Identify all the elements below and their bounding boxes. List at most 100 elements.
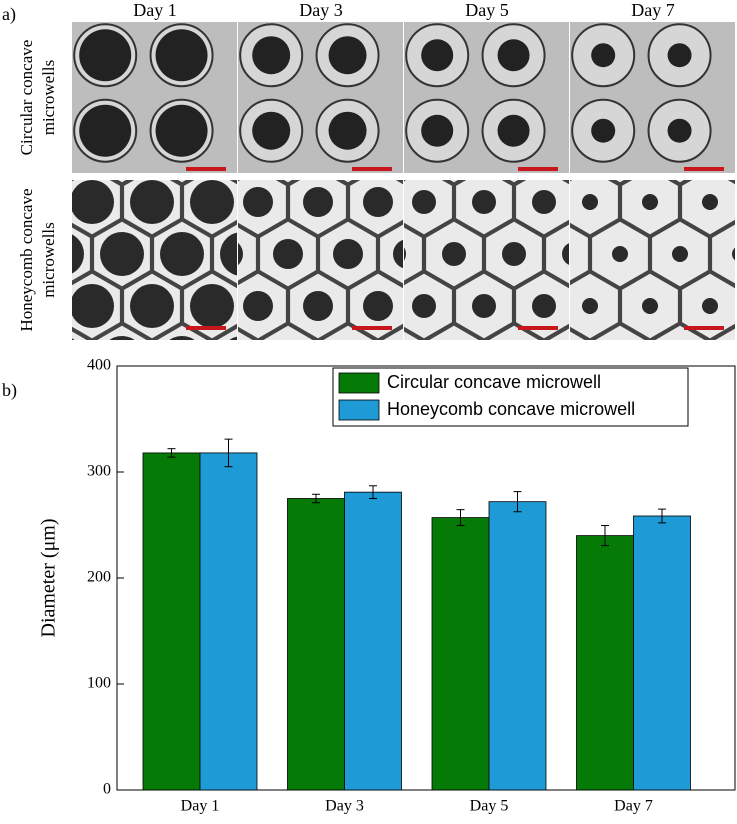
hex-well [377,325,403,340]
spheroid [79,29,132,82]
legend-box [332,367,689,427]
panel-label: b) [2,380,17,401]
spheroid [421,39,454,72]
spheroid [472,294,496,318]
error-bar [456,509,465,527]
micrograph [404,180,569,340]
bar [142,452,201,791]
spheroid [72,234,84,274]
column-header: Day 1 [133,0,177,20]
legend-swatch [338,372,380,394]
hex-well [570,328,591,340]
hex-well [238,328,259,340]
spheroid [130,180,174,224]
column-header: Day 7 [631,0,675,20]
panel-label: a) [2,4,16,25]
error-bar [658,508,666,524]
spheroid [582,194,598,210]
hex-well [709,221,735,287]
hex-well [483,322,545,340]
scale-bar [684,167,724,171]
spheroid [273,343,303,373]
hex-well [589,322,651,340]
hex-well [91,322,153,340]
spheroid [732,247,735,261]
row-label: Honeycomb concave [17,188,36,331]
spheroid [328,111,367,150]
spheroid [303,187,333,217]
spheroid [130,284,174,328]
spheroid [667,43,692,68]
spheroid [229,336,237,340]
spheroid [243,187,273,217]
spheroid [280,336,324,380]
x-tick-label: Day 3 [325,798,364,815]
spheroid [642,194,658,210]
error-bar [601,525,609,547]
hex-well [543,221,569,287]
hex-well [404,328,425,340]
hex-well [709,325,735,340]
spheroid [333,239,363,269]
spheroid [169,336,195,340]
spheroid [672,246,688,262]
bar [633,515,691,791]
micrograph [238,22,403,173]
spheroid [442,242,466,266]
spheroid [363,291,393,321]
micrograph [570,22,735,173]
spheroid [667,118,692,143]
spheroid [109,336,135,340]
spheroid [220,232,237,276]
hex-well [543,325,569,340]
scale-bar [518,326,558,330]
spheroid [363,187,393,217]
spheroid [190,180,234,224]
bar [488,501,547,791]
x-tick-label: Day 5 [470,798,509,815]
spheroid [582,298,598,314]
error-bar [167,448,176,458]
y-tick-label: 200 [87,569,111,586]
spheroid [502,242,526,266]
spheroid [472,190,496,214]
spheroid [672,350,688,366]
spheroid [190,284,234,328]
spheroid [72,338,75,340]
hex-well [211,325,237,340]
scale-bar [518,167,558,171]
spheroid [100,232,144,276]
spheroid [562,243,569,265]
spheroid [155,29,208,82]
scale-bar [352,326,392,330]
scale-bar [186,326,226,330]
scale-bar [186,167,226,171]
spheroid [497,114,530,147]
spheroid [612,350,628,366]
spheroid [79,104,132,157]
micrograph [72,22,237,173]
row-label: microwells [39,60,58,136]
spheroid [328,36,367,75]
hex-well [317,322,379,340]
scale-bar [352,167,392,171]
spheroid [532,190,556,214]
spheroid [303,291,333,321]
scale-bar [684,326,724,330]
column-header: Day 5 [465,0,509,20]
micrograph [404,22,569,173]
hex-well [257,322,319,340]
legend-label: Honeycomb concave microwell [387,399,635,419]
spheroid [72,180,114,224]
error-bar [369,485,377,499]
error-bar [224,438,233,468]
spheroid [591,118,616,143]
y-tick-label: 0 [103,781,111,798]
row-label: microwells [39,222,58,298]
spheroid [497,39,530,72]
micrograph [552,180,735,366]
spheroid [552,350,568,366]
spheroid [393,239,403,269]
spheroid [412,190,436,214]
